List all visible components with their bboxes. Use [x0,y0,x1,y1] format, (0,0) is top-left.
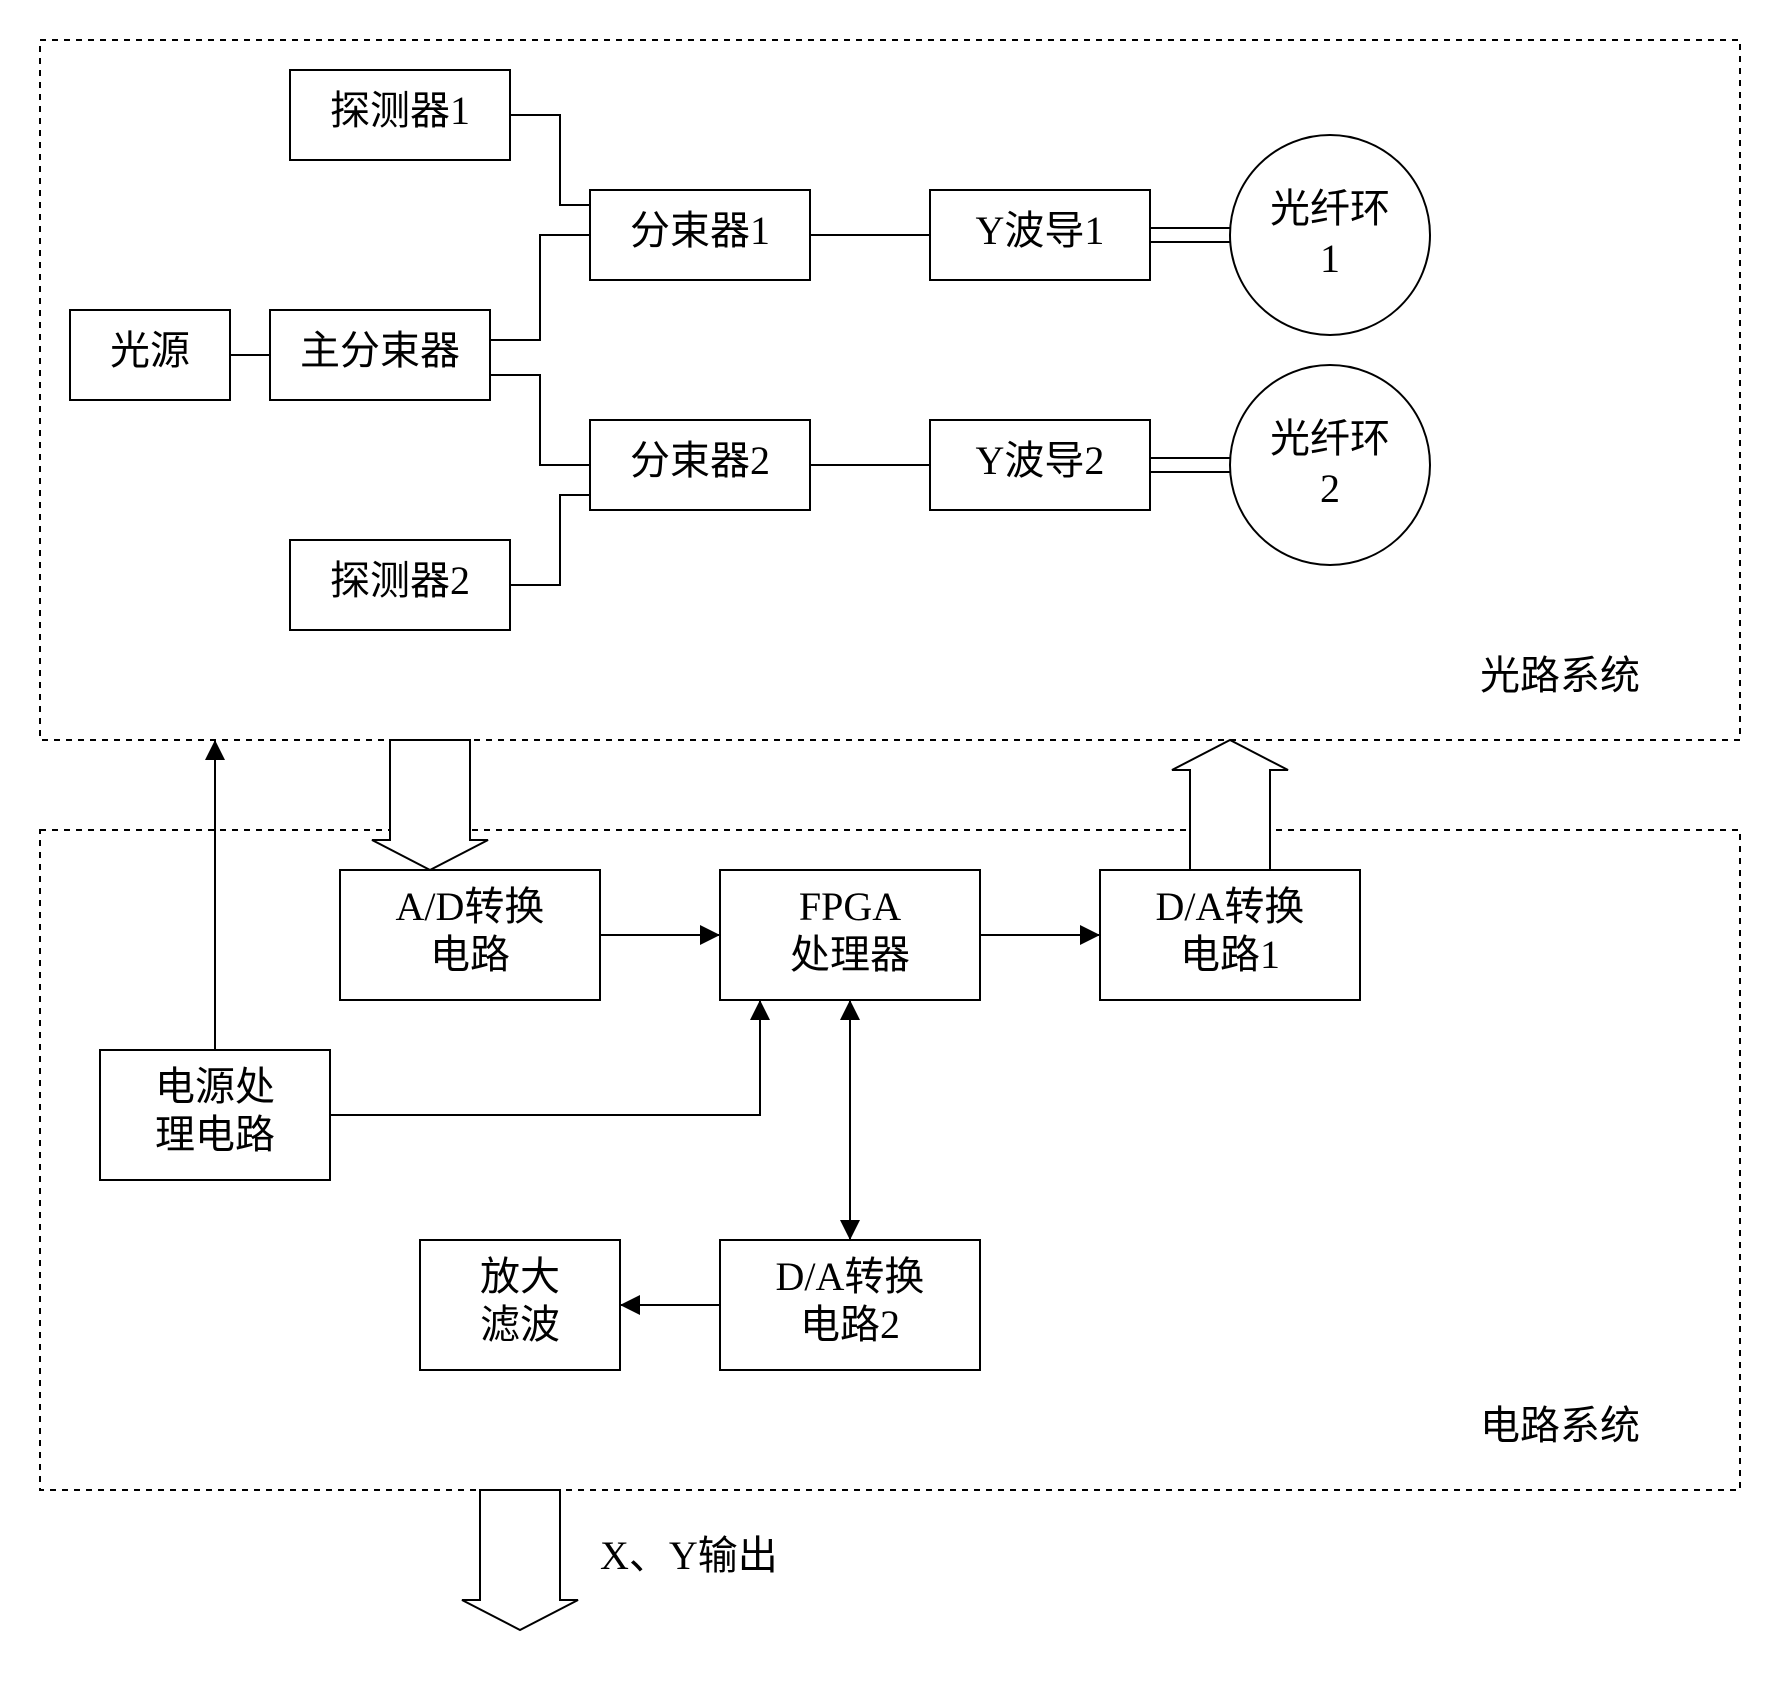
node-detector2-label: 探测器2 [330,558,470,603]
node-light_source-label: 光源 [110,328,190,373]
node-ring2-label1: 光纤环 [1270,416,1390,461]
node-ring2 [1230,365,1430,565]
edge [490,375,590,465]
node-fpga-label2: 处理器 [790,932,910,977]
node-power-label2: 理电路 [155,1112,275,1157]
circuit-system-label: 电路系统 [1480,1403,1640,1448]
node-ring1 [1230,135,1430,335]
arrow-edge [330,1000,760,1115]
node-amp-label1: 放大 [480,1254,560,1299]
node-dac1-label1: D/A转换 [1156,884,1305,929]
node-main_splitter-label: 主分束器 [300,328,460,373]
node-ywave1-label: Y波导1 [976,208,1105,253]
node-detector1-label: 探测器1 [330,88,470,133]
node-dac1-label2: 电路1 [1180,932,1280,977]
output-label: X、Y输出 [600,1533,778,1578]
node-adc-label2: 电路 [430,932,510,977]
node-ywave2-label: Y波导2 [976,438,1105,483]
node-splitter1-label: 分束器1 [630,208,770,253]
node-power-label1: 电源处 [155,1064,275,1109]
node-fpga-label1: FPGA [799,884,901,929]
node-dac2-label1: D/A转换 [776,1254,925,1299]
node-adc-label1: A/D转换 [396,884,545,929]
node-ring2-label2: 2 [1320,466,1340,511]
node-ring1-label2: 1 [1320,236,1340,281]
hollow-arrow [1172,740,1288,870]
edge [490,235,590,340]
edge [510,115,590,205]
node-amp-label2: 滤波 [480,1302,560,1347]
hollow-arrow [462,1490,578,1630]
node-dac2-label2: 电路2 [800,1302,900,1347]
hollow-arrow [372,740,488,870]
node-splitter2-label: 分束器2 [630,438,770,483]
optical-system-label: 光路系统 [1480,653,1640,698]
edge [510,495,590,585]
node-ring1-label1: 光纤环 [1270,186,1390,231]
